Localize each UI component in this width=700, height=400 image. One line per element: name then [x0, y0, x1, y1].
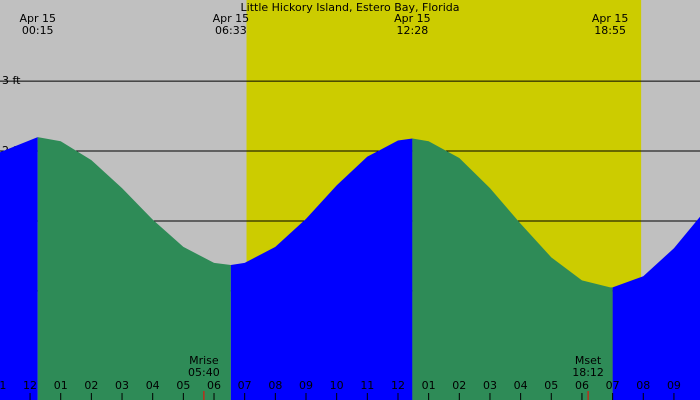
event-date: Apr 15: [213, 12, 250, 25]
event-time: 18:55: [594, 24, 626, 37]
x-tick-label: 08: [268, 379, 282, 392]
event-date: Apr 15: [19, 12, 56, 25]
event-date: Apr 15: [394, 12, 431, 25]
x-tick-label: 07: [238, 379, 252, 392]
x-tick-label: 11: [0, 379, 6, 392]
event-time: 00:15: [22, 24, 54, 37]
x-tick-label: 03: [483, 379, 497, 392]
x-tick-label: 09: [299, 379, 313, 392]
moon-label: Mset: [575, 354, 602, 367]
x-tick-label: 10: [330, 379, 344, 392]
rising-tide-area: [612, 216, 700, 400]
x-tick-label: 07: [606, 379, 620, 392]
rising-tide-area: [0, 137, 38, 400]
moon-label: Mrise: [189, 354, 219, 367]
x-tick-label: 08: [636, 379, 650, 392]
x-tick-label: 05: [176, 379, 190, 392]
y-tick-label: 3 ft: [2, 74, 21, 87]
x-tick-label: 02: [452, 379, 466, 392]
x-tick-label: 05: [544, 379, 558, 392]
moon-time: 18:12: [572, 366, 604, 379]
x-tick-label: 12: [391, 379, 405, 392]
x-tick-label: 04: [514, 379, 528, 392]
x-tick-label: 06: [207, 379, 221, 392]
x-tick-label: 09: [667, 379, 681, 392]
x-tick-label: 02: [84, 379, 98, 392]
chart-title: Little Hickory Island, Estero Bay, Flori…: [241, 1, 460, 14]
x-tick-label: 11: [360, 379, 374, 392]
event-date: Apr 15: [592, 12, 629, 25]
falling-tide-area: [412, 138, 613, 400]
x-tick-label: 03: [115, 379, 129, 392]
event-time: 12:28: [397, 24, 429, 37]
x-tick-label: 04: [146, 379, 160, 392]
rising-tide-area: [230, 138, 413, 400]
falling-tide-area: [37, 137, 231, 400]
x-tick-label: 06: [575, 379, 589, 392]
moon-time: 05:40: [188, 366, 220, 379]
event-time: 06:33: [215, 24, 247, 37]
x-tick-label: 01: [54, 379, 68, 392]
x-tick-label: 12: [23, 379, 37, 392]
x-tick-label: 01: [422, 379, 436, 392]
